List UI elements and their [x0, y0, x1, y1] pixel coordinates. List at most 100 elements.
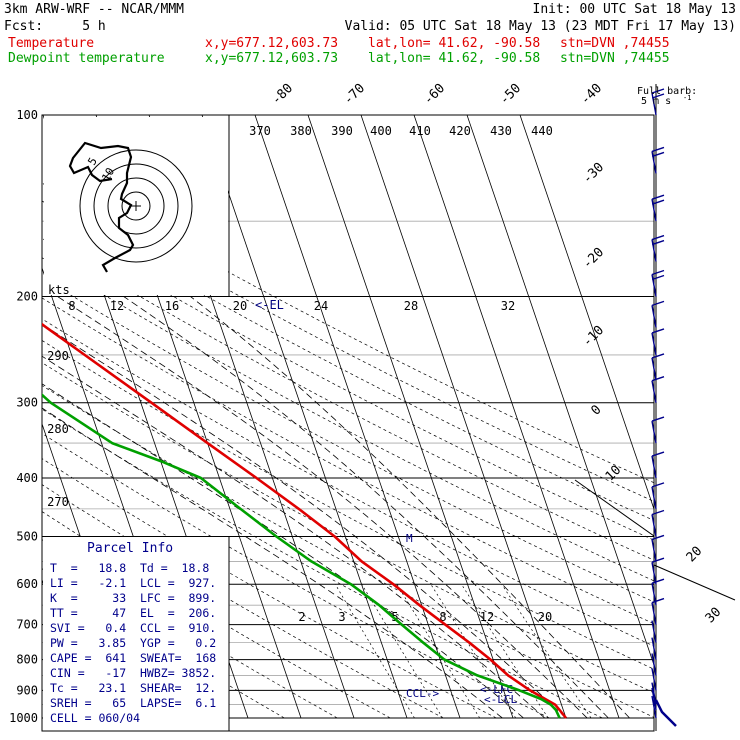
forecast-hour: Fcst: 5 h [4, 19, 106, 34]
dry-adiabat [42, 165, 654, 484]
wind-barb-staff [651, 199, 657, 222]
isotherm-label: -20 [580, 245, 607, 272]
theta-label: 440 [531, 124, 553, 138]
isotherm-label: 0 [588, 402, 604, 418]
wind-barb [651, 353, 665, 381]
theta-label: 390 [331, 124, 353, 138]
wind-barb-flag [651, 482, 665, 488]
mixed-layer-marker: M [406, 532, 413, 545]
temperature-legend: Temperature [8, 36, 95, 51]
temperature-xy: x,y=677.12,603.73 [205, 36, 339, 51]
wind-barb-flag [651, 194, 665, 200]
model-title: 3km ARW-WRF -- NCAR/MMM [4, 2, 185, 17]
isotherm-label: -80 [269, 81, 296, 108]
mixing-ratio-label: 2 [298, 610, 305, 624]
wind-barb-flag [651, 376, 665, 382]
pressure-tick-label: 300 [16, 396, 38, 410]
wind-barb [651, 482, 665, 510]
moist-adiabat [42, 323, 567, 719]
hodograph-ring [121, 191, 151, 221]
mixing-ratio-line [361, 584, 443, 719]
temperature-station: stn=DVN ,74455 [560, 36, 670, 51]
mixing-ratio-label: 20 [538, 610, 552, 624]
dry-adiabat-label: 280 [47, 422, 69, 436]
isotherm-line [466, 115, 654, 667]
wind-barb-flag [651, 328, 665, 334]
wind-barb-flag [651, 239, 665, 246]
hodograph-units: kts [48, 283, 70, 297]
isotherm-line [360, 115, 567, 719]
wind-barb-flag [651, 88, 665, 94]
parcel-info-row: CIN = -17 HWBZ= 3852. [50, 666, 216, 680]
speed-scale-label: 12 [110, 299, 124, 313]
barb-legend-units: 5 m s [641, 96, 671, 107]
wind-barb-staff [651, 562, 657, 585]
parcel-info-row: SVI = 0.4 CCL = 910. [50, 621, 216, 635]
dewpoint-xy: x,y=677.12,603.73 [205, 51, 339, 66]
wind-barb-staff [651, 92, 657, 116]
dry-adiabat-label: 270 [47, 495, 69, 509]
parcel-info-row: TT = 47 EL = 206. [50, 606, 216, 620]
el-annotation: <-EL [255, 298, 284, 312]
wind-barb-flag [651, 93, 665, 99]
parcel-info-row: CAPE = 641 SWEAT= 168 [50, 651, 216, 665]
pressure-tick-label: 100 [16, 108, 38, 122]
wind-barb-flag [651, 199, 665, 205]
parcel-info-box [43, 537, 229, 729]
wind-barb-flag [651, 578, 665, 584]
isotherm-line [413, 115, 620, 719]
speed-scale-label: 32 [501, 299, 515, 313]
wind-barb-staff [651, 653, 657, 676]
wind-barb-staff [651, 357, 657, 381]
wind-barb-staff [651, 420, 657, 444]
barb-legend-title: Full barb: [637, 86, 697, 97]
wind-barb [651, 269, 665, 297]
wind-barb-flag [651, 151, 665, 158]
parcel-info-row: SREH = 65 LAPSE= 6.1 [50, 696, 216, 710]
parcel-info-row: Tc = 23.1 SHEAR= 12. [50, 681, 216, 695]
speed-scale-label: 28 [404, 299, 418, 313]
wind-barb-flag [651, 353, 665, 359]
parcel-info-title: Parcel Info [87, 541, 173, 556]
isotherm-label: 30 [703, 605, 725, 627]
wind-barb-flag [651, 300, 665, 307]
pressure-tick-label: 500 [16, 529, 38, 543]
wind-barb [651, 376, 665, 403]
dry-adiabat [42, 277, 654, 603]
isotherm-line [254, 115, 461, 719]
hodograph-trace [68, 141, 135, 273]
barb-legend-exponent: -1 [683, 94, 691, 102]
wind-barb [651, 687, 657, 711]
wind-barb-staff [651, 486, 657, 510]
dry-adiabat [42, 257, 654, 582]
wind-barb-staff [651, 695, 657, 719]
mixing-ratio-label: 12 [480, 610, 494, 624]
temperature-profile [42, 322, 568, 719]
mixing-ratio-line [430, 584, 516, 719]
wind-barb-flag [651, 557, 665, 563]
dewpoint-legend: Dewpoint temperature [8, 51, 165, 66]
isotherm-label: -60 [421, 81, 448, 108]
mixing-ratio-line [334, 584, 415, 719]
isotherm-label: -40 [578, 81, 605, 108]
mixing-ratio-line [501, 584, 592, 719]
pressure-tick-label: 200 [16, 290, 38, 304]
dewpoint-station: stn=DVN ,74455 [560, 51, 670, 66]
speed-scale-label: 20 [233, 299, 247, 313]
wind-barb-staff [651, 668, 657, 691]
valid-time: Valid: 05 UTC Sat 18 May 13 (23 MDT Fri … [344, 19, 736, 34]
wind-barb [651, 597, 665, 625]
wind-barb [651, 534, 665, 562]
wind-barb-flag [651, 509, 665, 516]
pressure-tick-label: 800 [16, 653, 38, 667]
parcel-info-row: LI = -2.1 LCL = 927. [50, 576, 216, 590]
moist-adiabat [42, 383, 524, 719]
pressure-tick-label: 600 [16, 577, 38, 591]
isotherm-line [519, 115, 654, 511]
isotherm-line [307, 115, 514, 719]
wind-barb [651, 300, 665, 328]
wind-barb-flag [651, 146, 665, 153]
parcel-info-row: T = 18.8 Td = 18.8 [50, 561, 209, 575]
wind-barb [651, 653, 657, 676]
wind-barb-flag [651, 416, 665, 422]
